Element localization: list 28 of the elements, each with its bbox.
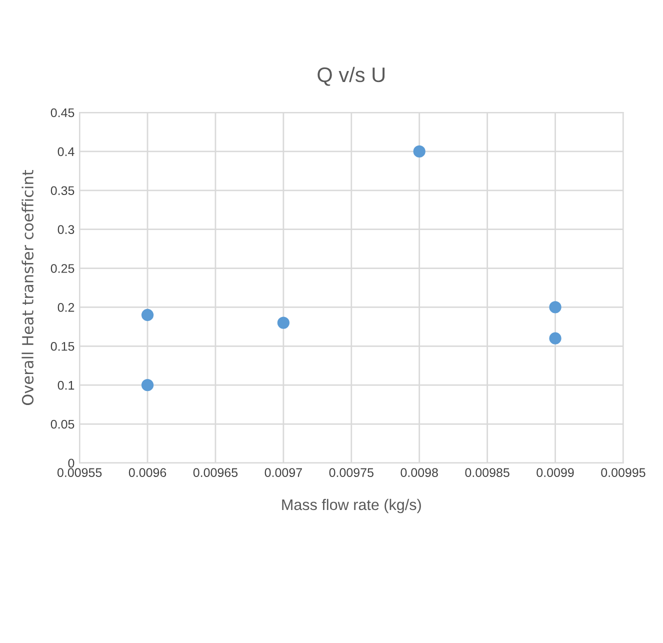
x-tick-label: 0.00965 — [193, 468, 238, 478]
x-tick-label: 0.00975 — [329, 468, 374, 478]
chart-title: Q v/s U — [318, 66, 385, 86]
y-axis-title: Overall Heat transfer coefficint — [22, 170, 34, 405]
x-tick-label: 0.00955 — [57, 468, 102, 478]
x-tick-label: 0.0098 — [400, 468, 438, 478]
x-axis-title: Mass flow rate (kg/s) — [282, 498, 421, 514]
y-tick-label: 0.1 — [58, 380, 74, 390]
point — [277, 316, 290, 329]
y-tick-label: 0.15 — [50, 342, 74, 351]
x-tick-label: 0.0099 — [536, 468, 574, 478]
x-tick-label: 0.0096 — [128, 468, 166, 478]
point — [413, 145, 426, 158]
x-tick-label: 0.00985 — [465, 468, 510, 478]
y-tick-label: 0.05 — [50, 420, 74, 429]
y-tick-label: 0 — [68, 458, 74, 468]
x-tick-label: 0.00995 — [601, 468, 646, 478]
y-tick-label: 0.45 — [50, 108, 74, 118]
point — [141, 308, 154, 322]
y-tick-label: 0.3 — [58, 225, 74, 234]
point — [549, 332, 562, 344]
point — [141, 379, 154, 392]
point — [549, 301, 562, 314]
y-tick-label: 0.4 — [58, 147, 74, 156]
y-tick-label: 0.2 — [58, 303, 74, 312]
x-tick-label: 0.0097 — [264, 468, 302, 478]
y-tick-label: 0.35 — [50, 186, 74, 196]
y-tick-label: 0.25 — [50, 264, 74, 273]
